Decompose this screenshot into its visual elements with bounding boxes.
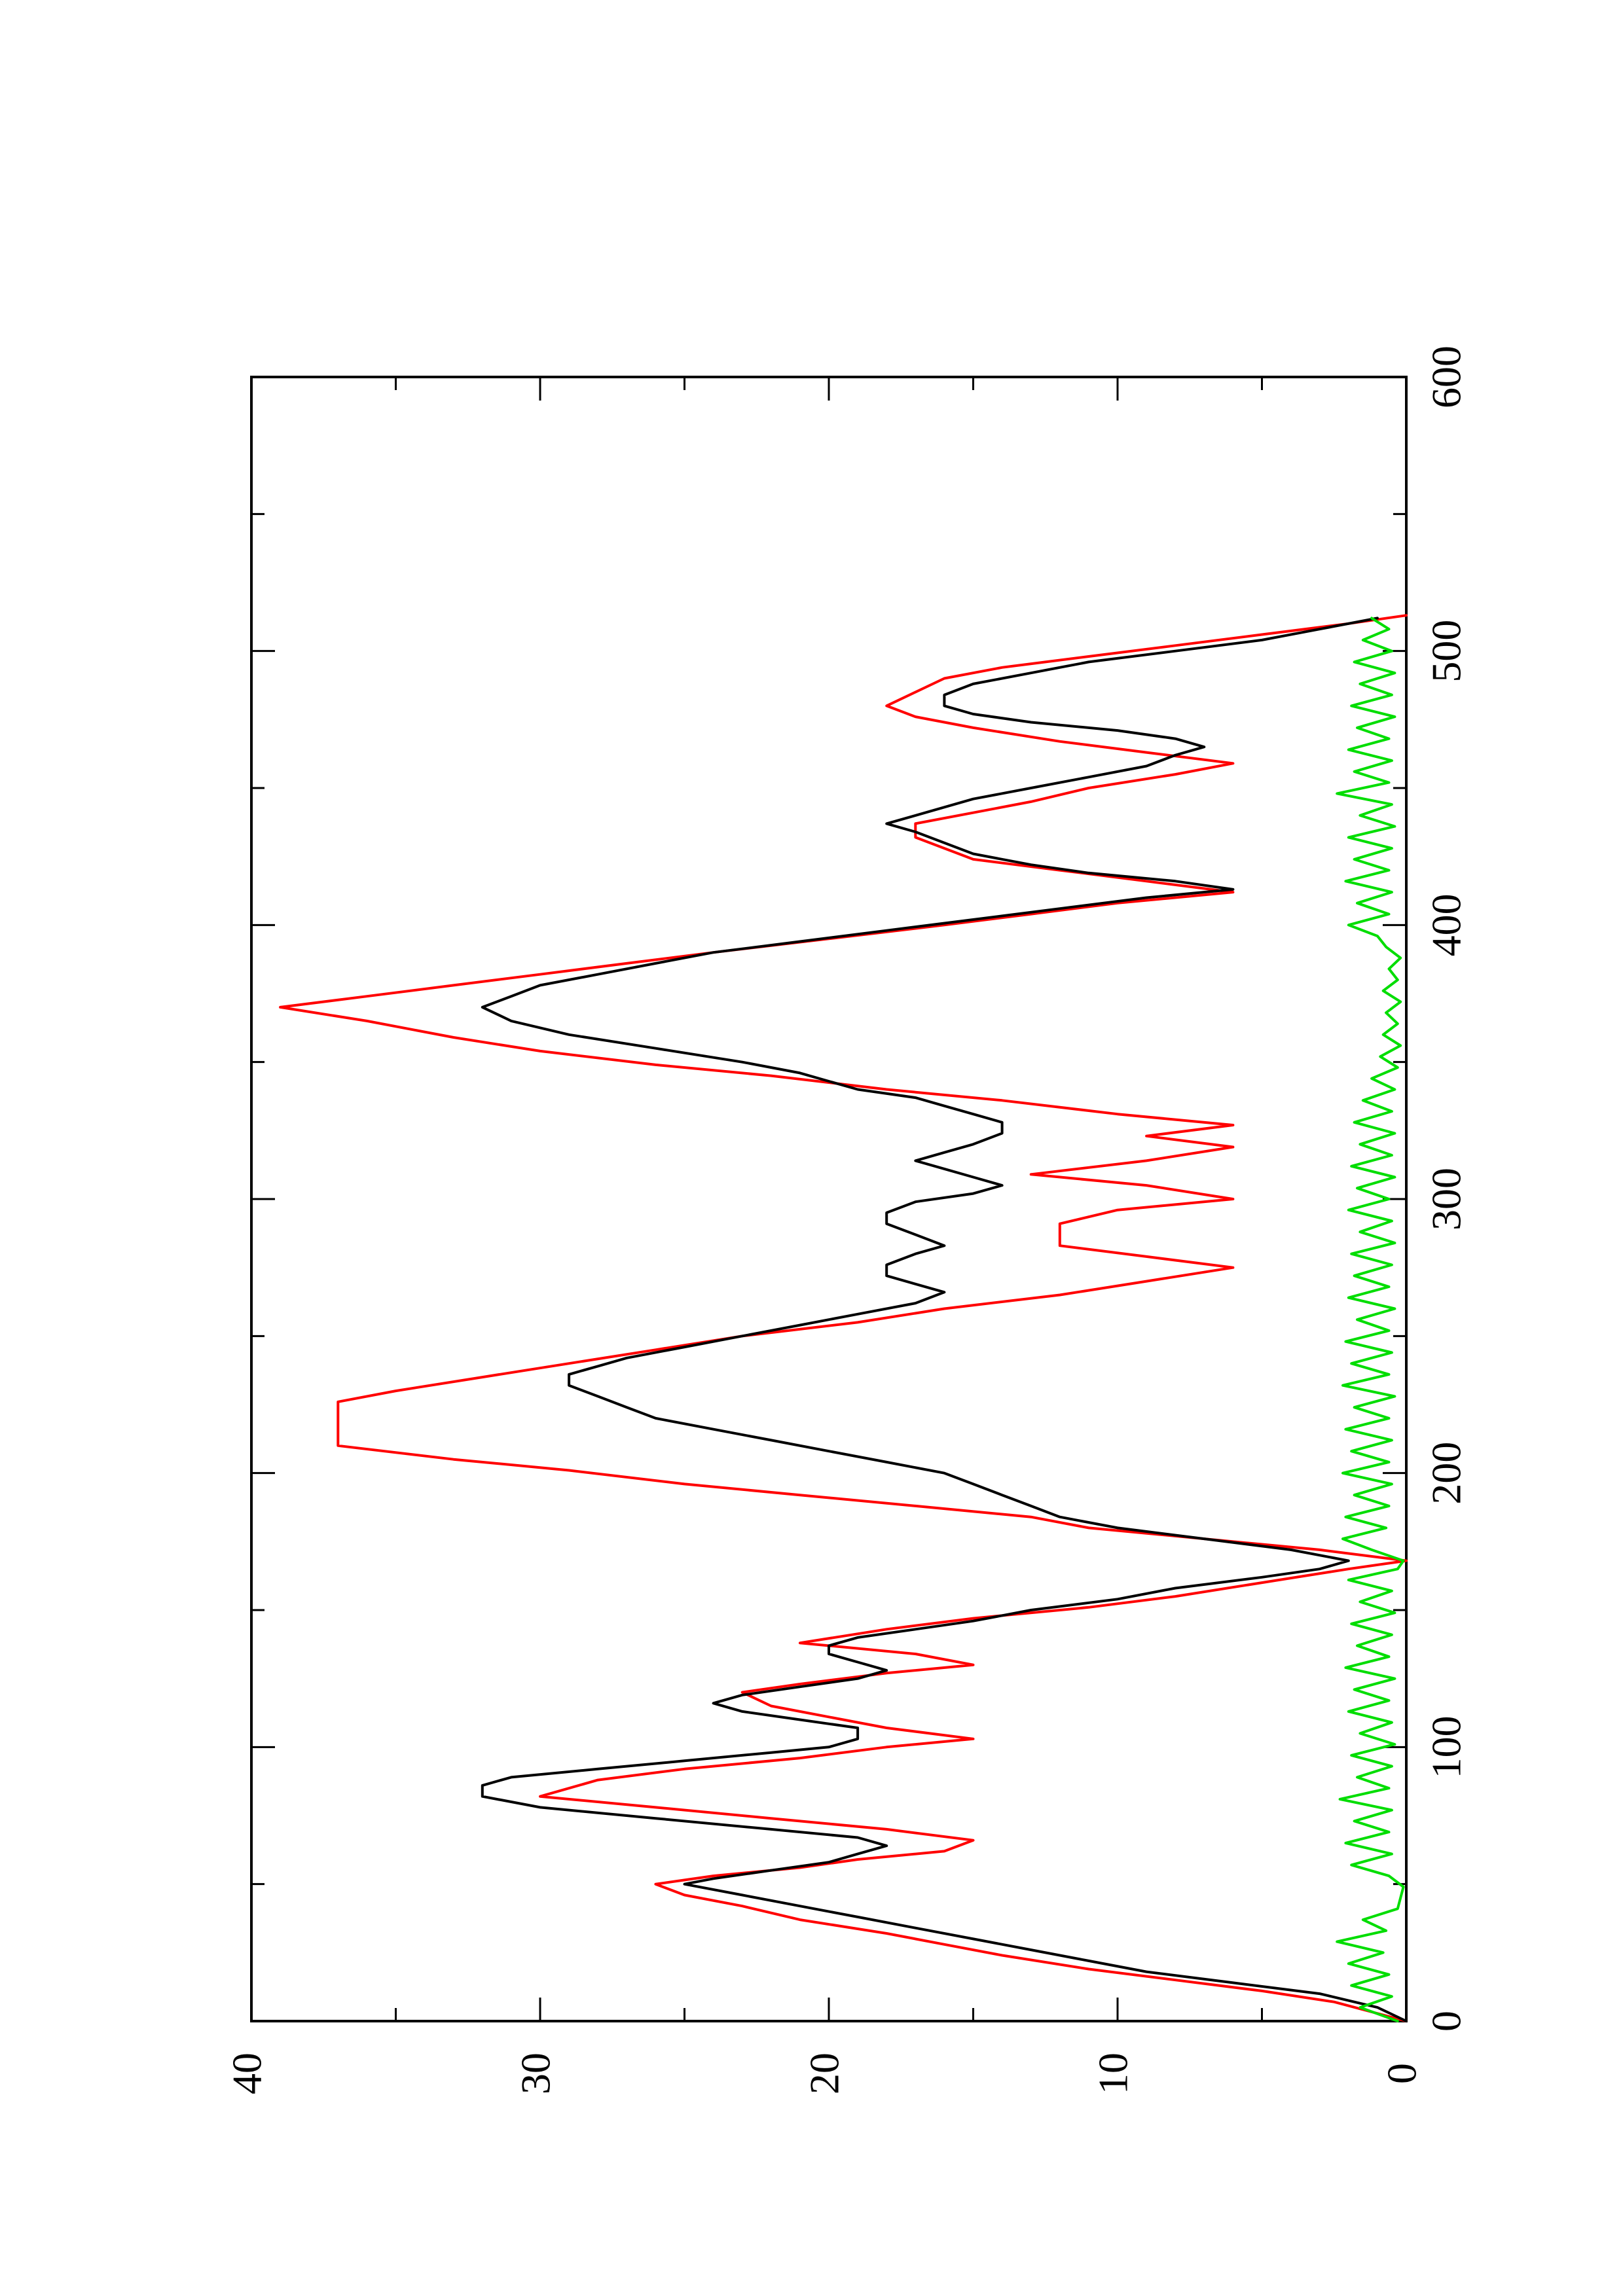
x-tick-label: 600: [1423, 346, 1470, 408]
x-tick-label: 400: [1423, 893, 1470, 956]
x-tick-label: 100: [1423, 1715, 1470, 1778]
x-tick-label: 0: [1423, 2011, 1470, 2032]
y-tick-label: 20: [801, 2053, 848, 2094]
plot-area: 0 100 200 300 400 500 600 0 10 20 30 40: [224, 346, 1470, 2094]
series: [279, 614, 1408, 2022]
series-green-line: [1336, 617, 1405, 2022]
x-tick-label: 500: [1423, 620, 1470, 683]
x-tick-label: 300: [1423, 1168, 1470, 1230]
series-black-line: [481, 617, 1408, 2022]
y-tick-label: 10: [1090, 2053, 1137, 2094]
ticks: [250, 376, 1408, 2022]
y-tick-label: 0: [1379, 2063, 1425, 2084]
y-tick-label: 40: [224, 2053, 270, 2094]
y-tick-label: 30: [513, 2053, 559, 2094]
tick-labels: 0 100 200 300 400 500 600 0 10 20 30 40: [224, 346, 1470, 2094]
series-red-line: [279, 614, 1408, 2022]
x-tick-label: 200: [1423, 1442, 1470, 1505]
